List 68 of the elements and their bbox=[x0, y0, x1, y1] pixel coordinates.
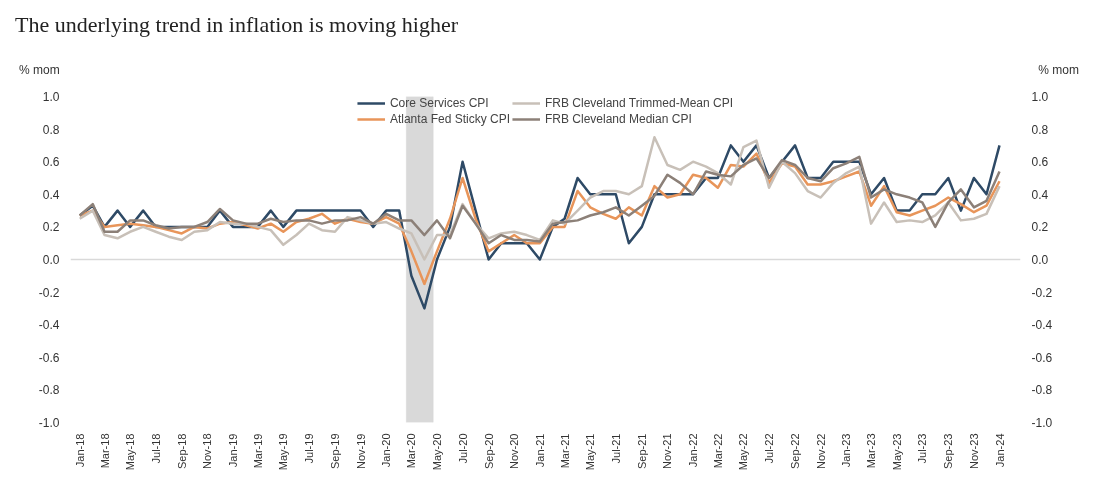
y2-tick-label: -1.0 bbox=[1031, 416, 1053, 430]
y-tick-label: -0.2 bbox=[38, 285, 60, 300]
y-tick-label: -0.8 bbox=[38, 383, 60, 398]
x-tick-label: Mar-23 bbox=[865, 433, 878, 469]
x-tick-label: Sep-18 bbox=[175, 433, 188, 469]
x-tick-label: Nov-19 bbox=[354, 433, 367, 469]
legend-label: Core Services CPI bbox=[389, 96, 489, 110]
x-tick-label: Nov-21 bbox=[661, 433, 674, 469]
x-tick-label: Nov-20 bbox=[508, 433, 521, 469]
x-tick-label: Mar-20 bbox=[405, 433, 418, 469]
x-tick-label: Jul-23 bbox=[916, 433, 929, 464]
x-tick-label: Jan-19 bbox=[226, 433, 239, 468]
y2-tick-label: 0.6 bbox=[1031, 155, 1049, 170]
x-tick-label: Sep-22 bbox=[789, 433, 802, 469]
y-tick-label: -0.4 bbox=[38, 318, 60, 333]
legend-label: Atlanta Fed Sticky CPI bbox=[389, 112, 510, 126]
y2-tick-label: -0.2 bbox=[1031, 285, 1053, 300]
y2-tick-label: 0.0 bbox=[1031, 253, 1049, 267]
x-tick-label: Jan-20 bbox=[380, 433, 393, 468]
x-tick-label: Nov-18 bbox=[201, 433, 214, 469]
y-tick-label: -1.0 bbox=[38, 416, 60, 430]
x-tick-label: Jul-19 bbox=[302, 433, 315, 464]
y2-tick-label: -0.6 bbox=[1031, 350, 1053, 365]
y-tick-label: -0.6 bbox=[38, 350, 60, 365]
y2-tick-label: -0.8 bbox=[1031, 383, 1053, 398]
x-tick-label: Mar-21 bbox=[558, 433, 571, 469]
x-tick-label: Jul-21 bbox=[609, 433, 622, 464]
y2-tick-label: -0.4 bbox=[1031, 318, 1053, 333]
y-tick-label: 0.0 bbox=[42, 253, 60, 267]
x-tick-label: May-21 bbox=[584, 433, 597, 471]
x-tick-label: May-18 bbox=[124, 433, 137, 471]
x-tick-label: Jan-21 bbox=[533, 433, 546, 468]
legend-label: FRB Cleveland Median CPI bbox=[544, 112, 692, 126]
x-tick-label: May-22 bbox=[737, 433, 750, 471]
x-tick-label: Jan-18 bbox=[73, 433, 86, 468]
line-series bbox=[78, 155, 1001, 245]
x-tick-label: Sep-23 bbox=[942, 433, 955, 469]
x-tick-label: Jan-24 bbox=[993, 433, 1006, 468]
y-axis-title: % mom bbox=[19, 62, 60, 80]
y-tick-label: 1.0 bbox=[42, 90, 60, 104]
x-tick-label: Mar-22 bbox=[711, 433, 724, 469]
x-tick-label: May-20 bbox=[430, 433, 443, 471]
x-tick-label: Mar-19 bbox=[251, 433, 264, 469]
y-tick-label: 0.6 bbox=[42, 155, 60, 170]
y-tick-label: 0.4 bbox=[42, 187, 60, 202]
x-tick-label: Mar-18 bbox=[98, 433, 111, 469]
legend-label: FRB Cleveland Trimmed-Mean CPI bbox=[544, 96, 734, 110]
y-tick-label: 0.8 bbox=[42, 122, 60, 137]
y2-tick-label: 1.0 bbox=[1031, 90, 1049, 104]
x-tick-label: Sep-20 bbox=[482, 433, 495, 469]
chart-title: The underlying trend in inflation is moving higher bbox=[15, 11, 459, 39]
x-tick-label: Jul-22 bbox=[763, 433, 776, 464]
x-tick-label: Sep-19 bbox=[328, 433, 341, 469]
x-tick-label: Jan-23 bbox=[840, 433, 853, 468]
x-tick-label: Sep-21 bbox=[635, 433, 648, 469]
x-tick-label: May-19 bbox=[277, 433, 290, 471]
y2-tick-label: 0.8 bbox=[1031, 122, 1049, 137]
y2-axis-title: % mom bbox=[1038, 62, 1079, 80]
x-tick-label: May-23 bbox=[890, 433, 903, 471]
x-tick-label: Nov-22 bbox=[814, 433, 827, 469]
y-tick-label: 0.2 bbox=[42, 220, 60, 235]
x-tick-label: Nov-23 bbox=[967, 433, 980, 469]
x-tick-label: Jul-20 bbox=[456, 433, 469, 464]
y2-tick-label: 0.4 bbox=[1031, 187, 1049, 202]
x-tick-label: Jan-22 bbox=[687, 433, 700, 468]
x-tick-label: Jul-18 bbox=[149, 433, 162, 464]
line-series bbox=[78, 136, 1001, 261]
y2-tick-label: 0.2 bbox=[1031, 220, 1049, 235]
